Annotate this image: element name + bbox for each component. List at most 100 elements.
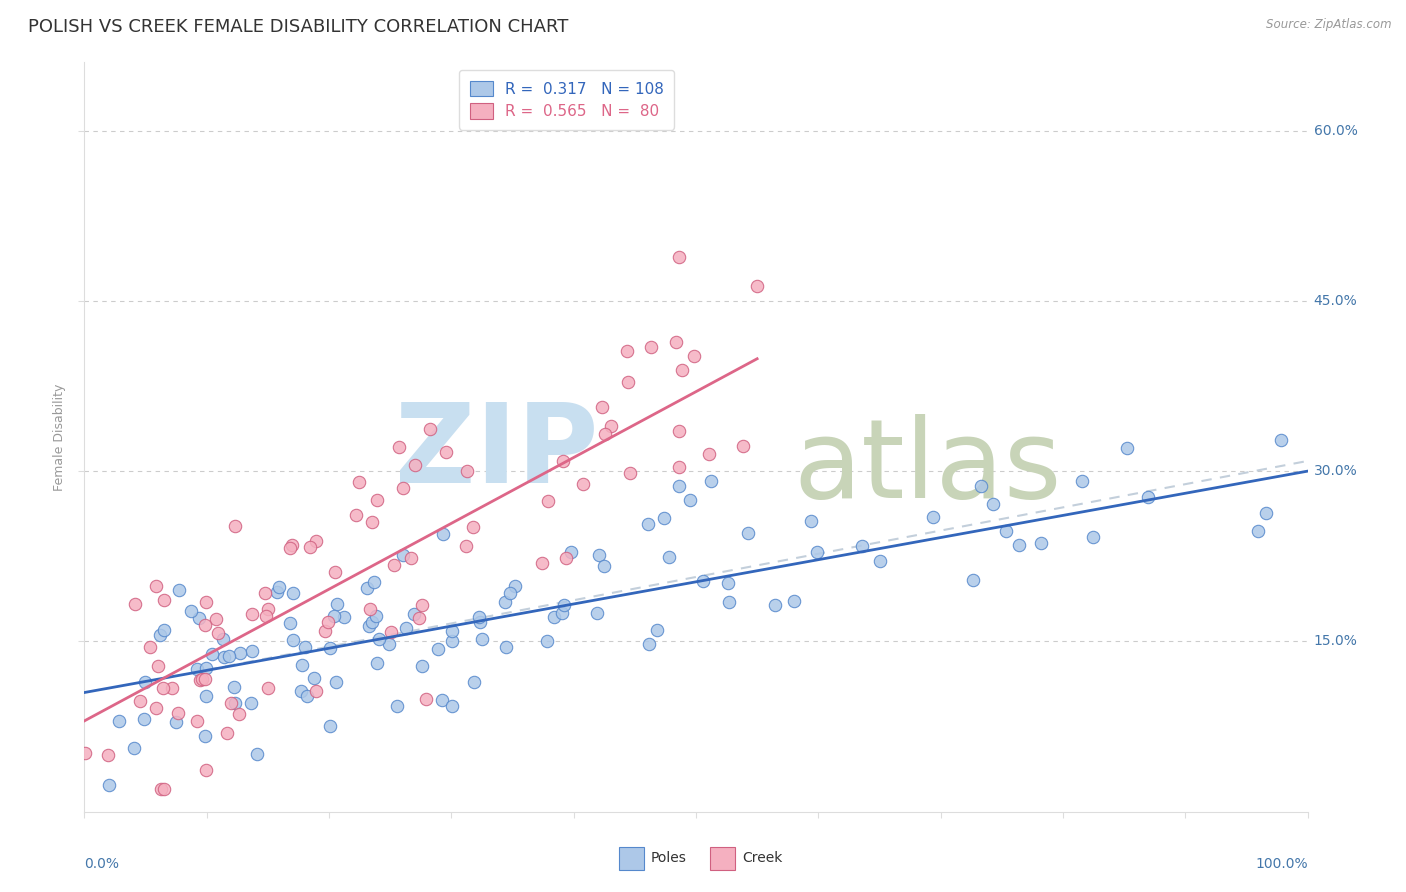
Point [591,400,613,414]
Point [134,675,156,690]
Point [679,492,702,507]
Text: 30.0%: 30.0% [1313,464,1357,478]
Point [186,714,208,728]
Point [149,628,172,642]
Point [806,544,828,558]
Point [747,279,769,293]
Point [281,538,304,552]
Point [366,492,388,507]
Point [717,575,740,590]
Y-axis label: Female Disability: Female Disability [52,384,66,491]
Point [404,607,426,621]
Point [295,689,318,703]
Point [595,427,617,442]
Text: 15.0%: 15.0% [1313,634,1358,648]
Point [195,763,218,777]
Point [468,615,491,629]
Point [218,649,240,664]
Point [363,574,385,589]
Point [1071,474,1094,488]
Point [454,539,477,553]
Point [290,683,312,698]
Point [224,680,246,694]
Point [652,511,675,525]
Point [108,714,131,728]
Point [411,598,433,612]
Text: Source: ZipAtlas.com: Source: ZipAtlas.com [1267,18,1392,31]
Point [782,594,804,608]
Point [318,719,340,733]
Point [392,548,415,562]
Point [134,712,156,726]
Point [1008,538,1031,552]
Point [207,626,229,640]
Point [378,637,401,651]
Point [145,700,167,714]
Point [697,447,720,461]
Point [440,633,463,648]
Point [219,696,242,710]
Point [283,632,305,647]
Point [471,632,494,646]
Point [205,612,228,626]
Point [188,611,211,625]
Point [229,646,252,660]
Point [588,548,610,562]
Point [645,623,668,637]
Point [737,526,759,541]
Point [555,551,578,566]
Point [408,611,430,625]
Point [995,524,1018,538]
Point [432,527,454,541]
Point [682,349,704,363]
Point [419,422,441,436]
Legend: R =  0.317   N = 108, R =  0.565   N =  80: R = 0.317 N = 108, R = 0.565 N = 80 [458,70,675,129]
Point [186,662,208,676]
Point [319,640,342,655]
Point [394,621,416,635]
Text: Creek: Creek [742,852,783,865]
Point [380,624,402,639]
Point [75,746,97,760]
Point [281,586,304,600]
Point [194,689,217,703]
Text: atlas: atlas [794,414,1063,521]
Text: 0.0%: 0.0% [84,856,120,871]
Point [1081,530,1104,544]
Point [364,609,387,624]
Point [619,467,641,481]
Point [536,634,558,648]
Point [128,694,150,708]
Point [586,606,609,620]
Point [195,595,218,609]
Point [190,673,212,687]
Point [361,615,384,630]
Point [638,637,661,651]
Point [463,675,485,690]
Text: Poles: Poles [651,852,688,865]
Point [456,464,478,478]
Point [153,593,176,607]
Point [304,671,326,685]
Point [357,619,380,633]
Point [434,445,457,459]
Point [294,640,316,655]
Point [304,683,326,698]
Point [1247,524,1270,539]
Point [240,607,263,621]
Point [922,509,945,524]
Point [162,681,184,695]
Point [152,681,174,696]
Point [150,782,173,797]
Point [468,609,491,624]
Point [344,508,367,523]
Point [411,659,433,673]
Point [572,476,595,491]
Point [254,586,277,600]
Point [214,649,236,664]
Point [551,454,574,468]
Point [323,609,346,624]
Point [314,624,336,639]
Point [432,693,454,707]
Point [228,706,250,721]
